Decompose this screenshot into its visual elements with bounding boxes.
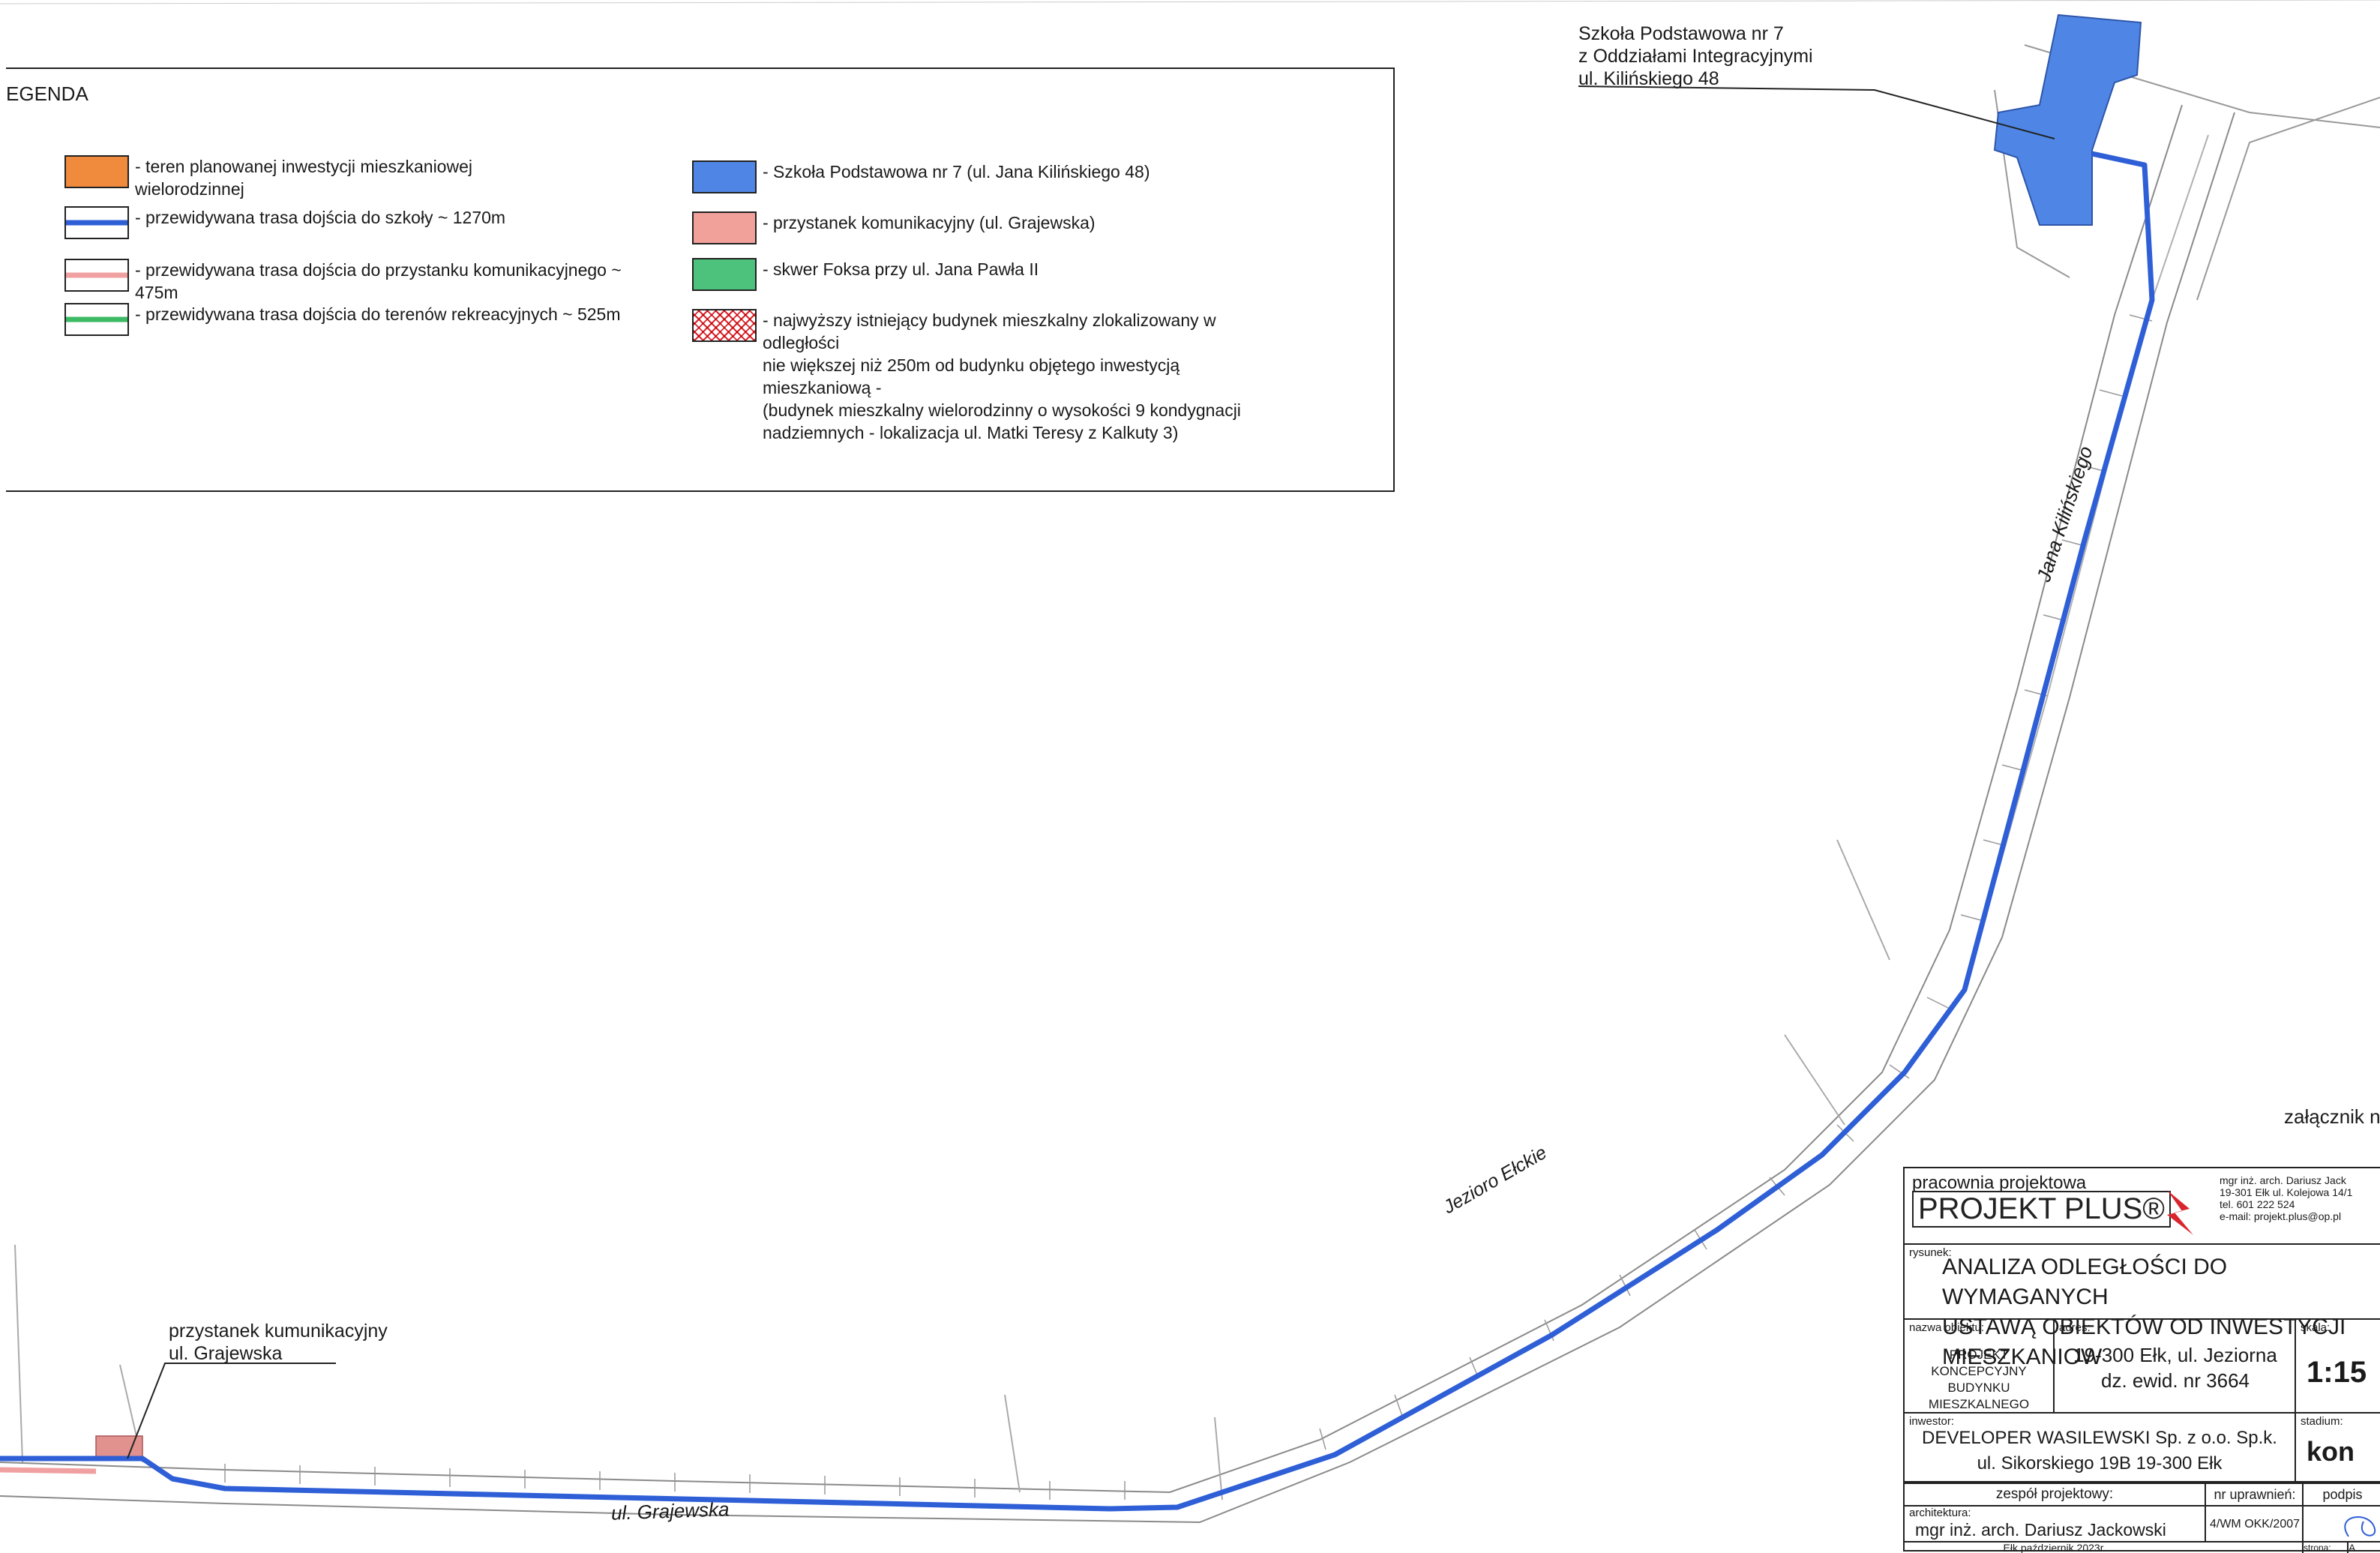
map-tick-marks [224, 314, 2153, 1500]
school-route [0, 151, 2155, 1512]
school-label: Szkoła Podstawowa nr 7 z Oddziałami Inte… [1578, 23, 1813, 89]
address-label: adres: [2059, 1321, 2091, 1334]
bolt-icon [2167, 1190, 2193, 1235]
school-leader-line [1578, 85, 2055, 139]
legend-swatch [692, 309, 757, 342]
attachment-label: załącznik nr [2284, 1105, 2380, 1128]
legend-line [66, 220, 127, 226]
legend-swatch [692, 258, 757, 291]
legend-text: - skwer Foksa przy ul. Jana Pawła II [763, 259, 1039, 279]
object-label: nazwa obiektu: [1909, 1321, 1985, 1334]
school-building [1993, 13, 2142, 226]
legend-swatch [64, 155, 129, 188]
legend: EGENDA - teren planowanej inwestycji mie… [6, 67, 1395, 492]
investor: DEVELOPER WASILEWSKI Sp. z o.o. Sp.k. ul… [1922, 1428, 2277, 1474]
tb-drawing-row: rysunek: ANALIZA ODLEGŁOŚCI DO WYMAGANYC… [1905, 1243, 2380, 1369]
legend-item: - przewidywana trasa dojścia do przystan… [64, 259, 660, 304]
stage-value: kon [2307, 1436, 2355, 1467]
legend-line [66, 272, 127, 278]
legend-text: - przewidywana trasa dojścia do terenów … [135, 304, 621, 324]
legend-text: - Szkoła Podstawowa nr 7 (ul. Jana Kiliń… [763, 162, 1150, 181]
legend-swatch [692, 160, 757, 193]
bus-stop-label: przystanek kumunikacyjny ul. Grajewska [169, 1321, 388, 1364]
architect: mgr inż. arch. Dariusz Jackowski [1915, 1520, 2166, 1540]
scale-label: skala: [2301, 1321, 2331, 1334]
legend-line [66, 316, 127, 322]
sign-label: podpis [2302, 1484, 2380, 1508]
tb-object-row: nazwa obiektu: PROJEKT KONCEPCYJNY BUDYN… [1905, 1318, 2380, 1414]
drawing-label: rysunek: [1909, 1246, 1952, 1259]
tb-team-header: zespół projektowy: nr uprawnień: podpis [1905, 1481, 2380, 1508]
permit-value: 4/WM OKK/2007 [2205, 1507, 2304, 1543]
tb-object-cell: nazwa obiektu: PROJEKT KONCEPCYJNY BUDYN… [1905, 1320, 2053, 1414]
legend-text: - przewidywana trasa dojścia do przystan… [135, 260, 622, 302]
legend-swatch [64, 303, 129, 336]
title-block: pracownia projektowa PROJEKT PLUS® mgr i… [1903, 1167, 2380, 1553]
legend-item: - najwyższy istniejący budynek mieszkaln… [692, 309, 1287, 444]
legend-text: - przystanek komunikacyjny (ul. Grajewsk… [763, 213, 1096, 232]
tb-investor-cell: inwestor: DEVELOPER WASILEWSKI Sp. z o.o… [1905, 1414, 2295, 1483]
investor-label: inwestor: [1909, 1415, 1955, 1428]
legend-text: - najwyższy istniejący budynek mieszkaln… [763, 310, 1241, 442]
sheet-label: strona: [2302, 1543, 2349, 1553]
scale-value: 1:15 [2307, 1356, 2367, 1389]
tb-architect-row: architektura: mgr inż. arch. Dariusz Jac… [1905, 1505, 2380, 1543]
studio-label: pracownia projektowa [1912, 1173, 2087, 1193]
legend-item: - przewidywana trasa dojścia do szkoły ~… [64, 206, 505, 239]
legend-text: - teren planowanej inwestycji mieszkanio… [135, 157, 472, 199]
tb-stage-cell: stadium: kon [2295, 1414, 2380, 1483]
legend-item: - Szkoła Podstawowa nr 7 (ul. Jana Kiliń… [692, 160, 1150, 193]
place-date: Ełk październik 2023r. [2003, 1543, 2106, 1553]
tb-date-row: Ełk październik 2023r. strona: A [1905, 1541, 2380, 1553]
sheet-value: A [2347, 1543, 2380, 1553]
bus-stop-route [0, 1467, 97, 1474]
signature-cell [2302, 1507, 2380, 1543]
legend-item: - teren planowanej inwestycji mieszkanio… [64, 155, 472, 200]
arch-label: architektura: [1909, 1507, 1971, 1519]
tb-contact-cell: mgr inż. arch. Dariusz Jack 19-301 Ełk u… [2220, 1168, 2380, 1243]
team-label: zespół projektowy: [1995, 1486, 2114, 1502]
bus-stop-leader-line [127, 1363, 336, 1459]
legend-swatch [64, 259, 129, 292]
tb-investor-row: inwestor: DEVELOPER WASILEWSKI Sp. z o.o… [1905, 1412, 2380, 1483]
legend-text: - przewidywana trasa dojścia do szkoły ~… [135, 208, 506, 227]
tb-address-cell: adres: 19-300 Ełk, ul. Jeziorna dz. ewid… [2053, 1320, 2296, 1414]
address: 19-300 Ełk, ul. Jeziorna dz. ewid. nr 36… [2073, 1344, 2277, 1392]
legend-item: - przewidywana trasa dojścia do terenów … [64, 303, 621, 336]
author-contact: mgr inż. arch. Dariusz Jack 19-301 Ełk u… [2220, 1174, 2353, 1222]
tb-studio-row: pracownia projektowa PROJEKT PLUS® mgr i… [1905, 1168, 2380, 1243]
stage-label: stadium: [2301, 1415, 2343, 1428]
street-grajewska: ul. Grajewska [610, 1498, 730, 1525]
legend-title: EGENDA [6, 82, 88, 105]
tb-architect-cell: architektura: mgr inż. arch. Dariusz Jac… [1905, 1507, 2205, 1543]
object-name: PROJEKT KONCEPCYJNY BUDYNKU MIESZKALNEGO… [1928, 1348, 2030, 1411]
tb-scale-cell: skala: 1:15 [2295, 1320, 2380, 1414]
studio-name: PROJEKT PLUS® [1912, 1191, 2171, 1228]
legend-swatch [692, 211, 757, 244]
legend-item: - skwer Foksa przy ul. Jana Pawła II [692, 258, 1039, 291]
permit-label: nr uprawnień: [2205, 1484, 2304, 1508]
legend-item: - przystanek komunikacyjny (ul. Grajewsk… [692, 211, 1096, 244]
signature-icon [2344, 1516, 2376, 1537]
tb-studio-cell: pracownia projektowa PROJEKT PLUS® [1905, 1168, 2205, 1243]
legend-swatch [64, 206, 129, 239]
